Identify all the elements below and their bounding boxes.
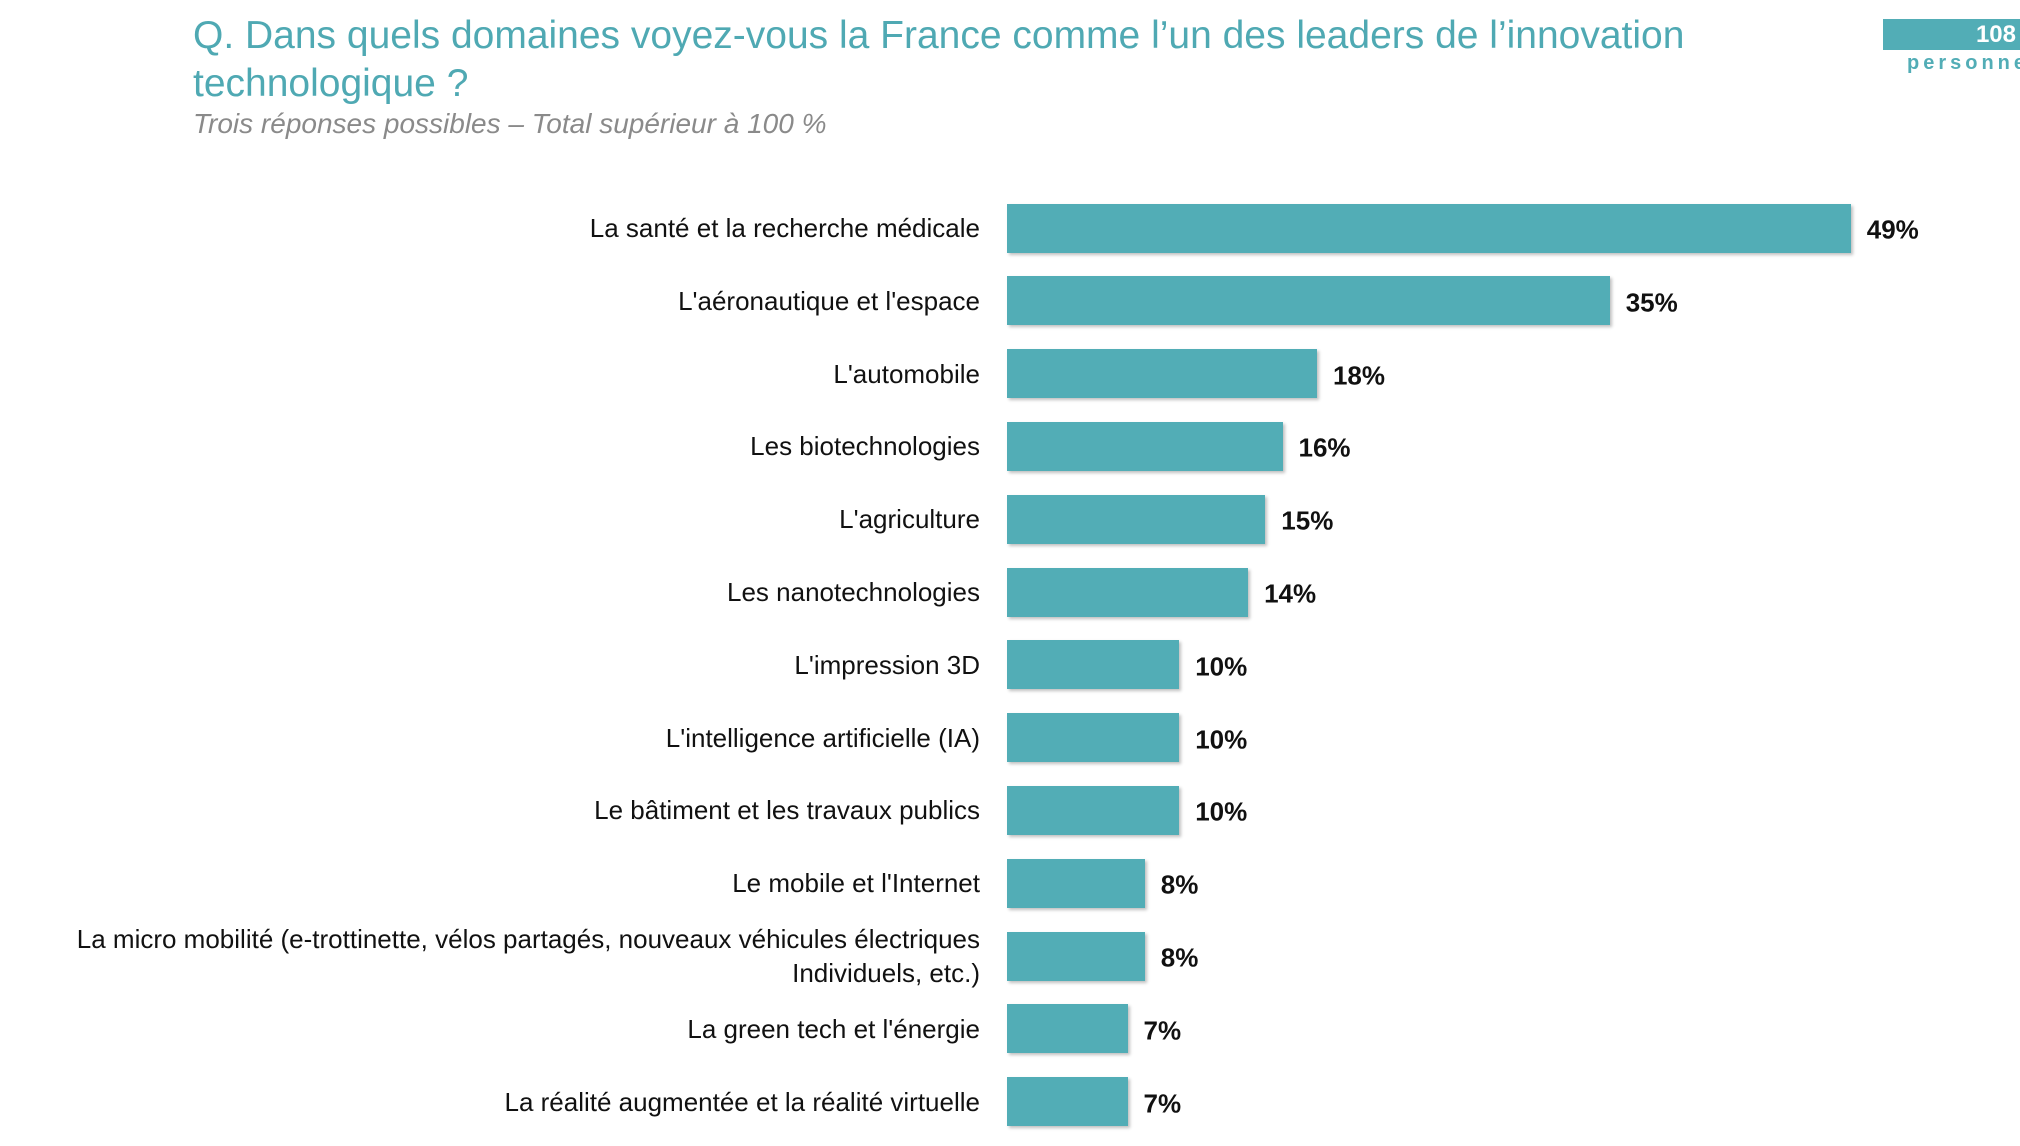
bar bbox=[1007, 567, 1249, 617]
badge-text: personne bbox=[1907, 52, 2020, 74]
value-label: 7% bbox=[1143, 1015, 1182, 1046]
category-label: La micro mobilité (e-trottinette, vélos … bbox=[76, 924, 980, 988]
category-label: L'aéronautique et l'espace bbox=[678, 285, 980, 316]
value-label: 10% bbox=[1195, 796, 1248, 827]
category-label: Les nanotechnologies bbox=[727, 577, 980, 607]
value-label: 10% bbox=[1195, 651, 1248, 682]
value-label: 10% bbox=[1195, 724, 1248, 755]
bar bbox=[1007, 785, 1180, 835]
bar bbox=[1007, 931, 1145, 981]
category-label: La réalité augmentée et la réalité virtu… bbox=[504, 1086, 980, 1117]
chart-title: Q. Dans quels domaines voyez-vous la Fra… bbox=[193, 14, 1685, 105]
category-label: Le mobile et l'Internet bbox=[732, 868, 980, 899]
bar bbox=[1007, 276, 1610, 326]
category-label: Le bâtiment et les travaux publics bbox=[594, 795, 980, 826]
value-label: 16% bbox=[1298, 432, 1351, 463]
value-label: 7% bbox=[1143, 1088, 1182, 1119]
bar bbox=[1007, 1077, 1128, 1127]
value-label: 8% bbox=[1160, 942, 1199, 973]
value-label: 35% bbox=[1625, 287, 1678, 318]
badge bbox=[1883, 19, 2020, 50]
bar bbox=[1007, 858, 1145, 908]
value-label: 18% bbox=[1332, 360, 1385, 391]
category-label: La green tech et l'énergie bbox=[687, 1013, 980, 1044]
badge-number: 108 bbox=[1975, 21, 2016, 48]
category-label: La santé et la recherche médicale bbox=[589, 213, 980, 243]
category-label: Les biotechnologies bbox=[750, 431, 980, 462]
bar bbox=[1007, 203, 1851, 253]
bar bbox=[1007, 713, 1180, 763]
category-label: L'automobile bbox=[833, 358, 980, 389]
bar bbox=[1007, 349, 1317, 399]
value-label: 8% bbox=[1160, 869, 1199, 900]
category-label: L'impression 3D bbox=[794, 649, 980, 680]
value-label: 15% bbox=[1281, 505, 1334, 536]
bar bbox=[1007, 1004, 1128, 1054]
value-label: 49% bbox=[1866, 214, 1919, 245]
category-label: L'agriculture bbox=[839, 504, 980, 535]
chart-subtitle: Trois réponses possibles – Total supérie… bbox=[193, 108, 827, 139]
bar bbox=[1007, 494, 1266, 544]
category-label: L'intelligence artificielle (IA) bbox=[665, 722, 980, 753]
value-label: 14% bbox=[1264, 578, 1317, 609]
bar bbox=[1007, 640, 1180, 690]
bar bbox=[1007, 421, 1283, 471]
